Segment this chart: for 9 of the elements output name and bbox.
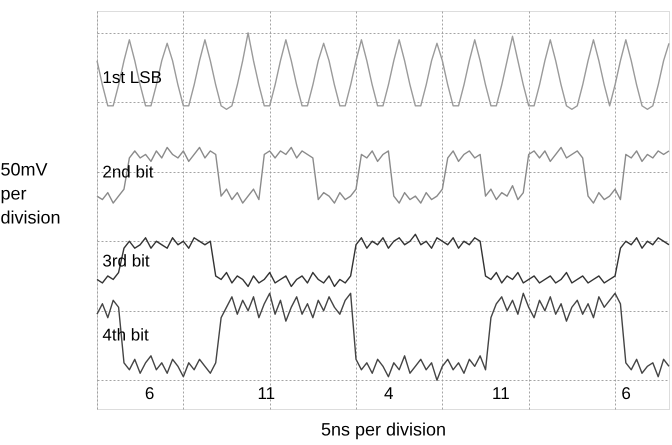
text: 11 <box>257 384 276 404</box>
text: 6 <box>144 384 154 404</box>
x-axis-title: 5ns per division <box>320 420 446 440</box>
text: 11 <box>492 384 510 404</box>
y-axis-title: 50mV per division <box>0 160 61 228</box>
series-label: 2nd bit <box>102 162 154 182</box>
text: 4 <box>384 384 394 404</box>
series-label: 1st LSB <box>102 68 162 88</box>
text: 6 <box>621 384 631 404</box>
